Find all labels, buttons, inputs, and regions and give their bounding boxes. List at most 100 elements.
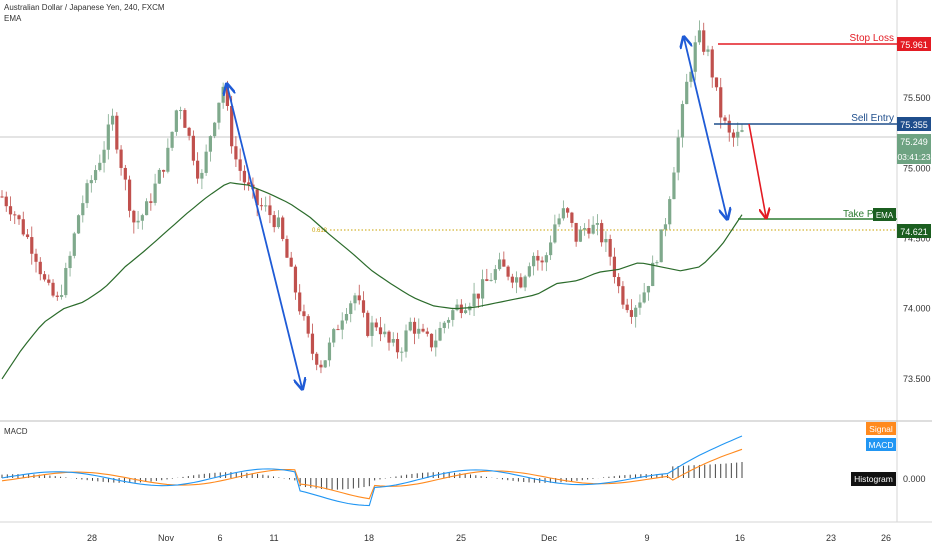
candle-body [540,260,544,263]
candle-body [102,149,106,163]
candle-body [140,215,144,221]
candle-body [81,203,85,216]
candle-body [200,172,204,179]
candle-body [736,131,740,138]
candle-body [425,331,429,334]
candle-body [587,228,591,234]
candle-body [723,117,727,121]
candle-body [30,237,34,254]
candle-body [668,199,672,225]
macd-legend-bg [866,438,896,451]
macd-panel-label: MACD [4,427,28,436]
candle-body [651,262,655,287]
candle-body [629,310,634,317]
time-tick-0: 28 [87,533,97,543]
candles-layer [0,20,744,374]
price-tick-2: 74.500 [903,234,931,244]
macd-histogram [1,462,743,490]
candle-body [302,311,306,317]
ema-tag-bg [873,208,896,221]
macd-legend: MACD [868,440,893,450]
candle-body [332,329,336,343]
time-tick-10: 26 [881,533,891,543]
candle-body [485,279,489,281]
candle-body [132,210,136,223]
take-price-tag: 74.621 [900,227,928,237]
candle-body [336,329,340,331]
signal-legend-bg [866,422,896,435]
candle-body [85,183,89,204]
time-tick-3: 11 [269,533,278,543]
price-axis[interactable]: 75.500 75.000 74.500 74.000 73.500 [903,93,931,384]
symbol-header: Australian Dollar / Japanese Yen, 240, F… [4,3,165,12]
time-tick-8: 16 [735,533,745,543]
signal-line [1,448,743,500]
time-axis[interactable]: 28 Nov 6 11 18 25 Dec 9 16 23 26 [87,533,891,543]
candle-body [706,49,710,52]
candle-body [693,42,697,72]
candle-body [191,135,195,161]
candle-body [697,30,702,43]
candle-body [89,180,93,184]
candle-body [672,172,676,200]
candle-body [157,169,161,184]
candle-body [400,351,404,353]
candle-body [489,279,493,281]
candle-body [21,219,25,235]
ema-line [1,182,743,380]
histogram-legend-bg [851,472,896,486]
candle-body [119,149,123,168]
candle-body [685,81,689,105]
candle-body [55,295,59,297]
candle-body [153,183,157,203]
candle-body [123,167,127,180]
candle-body [578,229,582,242]
candle-body [561,208,565,219]
candle-body [612,256,617,278]
candle-body [162,169,166,172]
candle-body [676,137,680,173]
time-tick-2: 6 [217,533,222,543]
countdown-tag: 03:41:23 [897,152,930,162]
candle-body [366,312,370,336]
time-tick-4: 18 [364,533,374,543]
candle-body [506,266,510,277]
candle-body [127,179,132,211]
candle-body [497,259,502,270]
indicator-label: EMA [4,14,22,23]
candle-body [281,217,285,239]
candle-body [595,223,600,225]
candle-body [38,261,42,275]
candle-body [327,342,332,361]
candle-body [298,292,302,312]
candle-body [510,276,514,283]
candle-body [208,136,212,152]
candle-body [536,255,540,261]
macd-zero-tick: 0.000 [903,474,926,484]
candle-body [438,327,442,341]
candle-body [519,277,523,288]
candle-body [374,322,378,328]
candle-body [361,300,366,313]
candle-body [549,242,553,256]
time-tick-6: Dec [541,533,558,543]
candle-body [276,217,281,228]
candle-body [106,124,110,150]
candle-body [702,30,706,52]
candle-body [387,331,391,343]
candle-body [727,120,731,133]
candle-body [514,277,519,283]
candle-body [663,224,668,230]
candle-body [234,146,238,160]
candle-body [680,104,685,138]
time-tick-9: 23 [826,533,836,543]
candle-body [47,279,51,283]
candle-body [179,110,183,112]
candle-body [323,360,327,368]
candle-body [51,282,55,296]
candle-body [174,110,178,132]
candle-body [0,196,4,198]
candle-body [553,224,557,243]
price-tick-0: 75.500 [903,93,931,103]
